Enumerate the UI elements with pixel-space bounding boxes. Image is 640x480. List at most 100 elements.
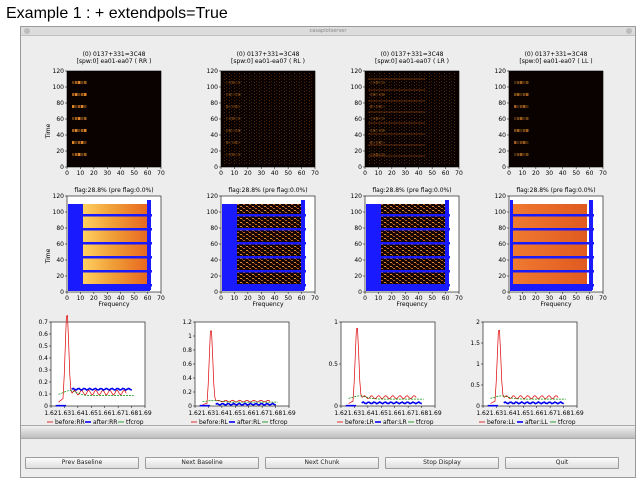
next-baseline-button[interactable]: Next Baseline <box>145 457 259 469</box>
y-tick-label: 20 <box>498 148 506 155</box>
flagged-row <box>68 242 152 245</box>
rfi-spot <box>72 117 75 120</box>
x-tick-label: 50 <box>284 170 292 177</box>
rfi-spot <box>520 141 523 144</box>
x-tick-label: 20 <box>90 170 98 177</box>
rfi-spot <box>84 81 87 84</box>
rfi-spot <box>526 129 529 132</box>
rfi-spot <box>526 105 529 108</box>
flagged-row <box>222 242 306 245</box>
y-tick-label: 1.5 <box>470 340 480 347</box>
row1-title-line2: [spw:0] ea01-ea07 ( LL ) <box>519 58 592 65</box>
y-tick-label: 120 <box>207 193 219 200</box>
row2-title: flag:28.8% (pre flag:0.0%) <box>74 187 153 194</box>
row2-title: flag:28.8% (pre flag:0.0%) <box>372 187 451 194</box>
x-tick-label: 20 <box>90 295 98 302</box>
y-tick-label: 1 <box>188 333 192 340</box>
next-chunk-button[interactable]: Next Chunk <box>265 457 379 469</box>
window-title: casaplotserver <box>309 28 347 34</box>
before-series-line <box>58 314 127 403</box>
y-tick-label: 20 <box>56 148 64 155</box>
flagged-channel <box>589 200 593 290</box>
y-tick-label: 100 <box>207 84 219 91</box>
y-tick-label: 0.5 <box>38 343 48 350</box>
y-tick-label: 100 <box>495 209 507 216</box>
rfi-spot <box>84 93 87 96</box>
unflagged-data <box>237 204 301 288</box>
rfi-spot <box>523 117 526 120</box>
rfi-spot <box>78 93 81 96</box>
x-tick-label: 0 <box>363 295 367 302</box>
stop-display-button[interactable]: Stop Display <box>385 457 499 469</box>
rfi-spot <box>78 141 81 144</box>
flagged-region <box>68 204 83 290</box>
x-tick-label: 70 <box>311 170 319 177</box>
y-tick-label: 0.6 <box>38 331 48 338</box>
flagged-row <box>68 228 152 231</box>
x-tick-label: 10 <box>375 295 383 302</box>
rfi-spot <box>81 129 84 132</box>
x-tick-label: 40 <box>117 170 125 177</box>
spectrum-frame <box>482 321 578 407</box>
y-tick-label: 100 <box>495 84 507 91</box>
flagged-channel <box>147 200 151 290</box>
x-tick-label: 40 <box>271 295 279 302</box>
spectrum-frame <box>340 321 436 407</box>
noise-texture <box>224 73 312 165</box>
legend-label: before:RL <box>199 419 229 426</box>
rfi-spot <box>75 141 78 144</box>
flagged-row <box>510 242 594 245</box>
x-tick-label: 70 <box>599 170 607 177</box>
x-tick-label: 1.69 <box>428 410 442 417</box>
rfi-spot <box>75 129 78 132</box>
x-tick-label: 50 <box>428 170 436 177</box>
rfi-spot <box>81 93 84 96</box>
flagged-row <box>510 228 594 231</box>
flag-plots-canvas: (0) 0137+331=3C48[spw:0] ea01-ea07 ( RR … <box>38 51 607 426</box>
x-tick-label: 1.67 <box>543 410 557 417</box>
x-tick-label: 70 <box>455 295 463 302</box>
quit-button[interactable]: Quit <box>505 457 619 469</box>
flagged-row <box>366 214 450 217</box>
window-menu-icon[interactable] <box>24 28 30 34</box>
x-tick-label: 10 <box>77 295 85 302</box>
x-tick-label: 30 <box>257 295 265 302</box>
rfi-spot <box>514 117 517 120</box>
status-bar <box>21 425 635 439</box>
rfi-spot <box>78 153 81 156</box>
flagged-channel <box>445 200 449 290</box>
rfi-spot <box>514 141 517 144</box>
y-tick-label: 100 <box>53 84 65 91</box>
x-tick-label: 40 <box>415 295 423 302</box>
x-tick-label: 1.63 <box>58 410 72 417</box>
y-tick-label: 0.7 <box>38 319 48 326</box>
x-tick-label: 30 <box>103 170 111 177</box>
x-tick-label: 70 <box>311 295 319 302</box>
prev-baseline-button[interactable]: Prev Baseline <box>25 457 139 469</box>
x-axis-label: Frequency <box>541 301 572 308</box>
x-tick-label: 1.66 <box>98 410 112 417</box>
y-tick-label: 1 <box>476 361 480 368</box>
y-tick-label: 60 <box>354 116 362 123</box>
x-axis-label: Frequency <box>99 301 130 308</box>
rfi-spot <box>517 141 520 144</box>
y-tick-label: 120 <box>207 68 219 75</box>
x-tick-label: 1.65 <box>229 410 243 417</box>
y-tick-label: 0.4 <box>182 375 192 382</box>
window-close-icon[interactable] <box>626 28 632 34</box>
x-tick-label: 20 <box>244 170 252 177</box>
rfi-spot <box>520 105 523 108</box>
rfi-spot <box>514 129 517 132</box>
x-tick-label: 20 <box>532 295 540 302</box>
x-tick-label: 70 <box>599 295 607 302</box>
flagged-row <box>510 270 594 273</box>
rfi-spot <box>520 153 523 156</box>
flagged-region <box>366 204 381 290</box>
x-tick-label: 20 <box>532 170 540 177</box>
flagged-row <box>366 284 450 287</box>
rfi-spot <box>520 93 523 96</box>
y-tick-label: 120 <box>351 68 363 75</box>
rfi-spot <box>75 153 78 156</box>
y-tick-label: 100 <box>351 84 363 91</box>
x-tick-label: 30 <box>257 170 265 177</box>
